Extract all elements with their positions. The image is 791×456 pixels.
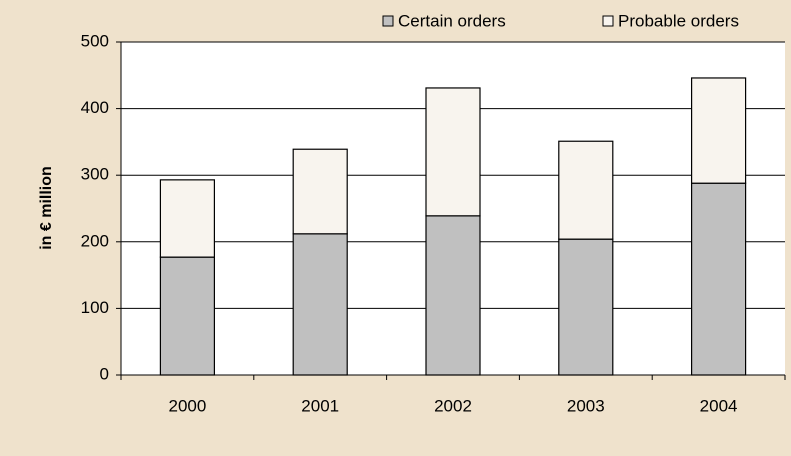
y-tick-label: 300 bbox=[81, 165, 109, 184]
y-tick-label: 500 bbox=[81, 31, 109, 50]
legend-swatch bbox=[602, 15, 614, 27]
x-tick-label: 2002 bbox=[434, 396, 472, 415]
bar-segment bbox=[558, 140, 614, 240]
bar-segment bbox=[292, 148, 348, 235]
x-tick-label: 2003 bbox=[567, 396, 605, 415]
y-tick-label: 0 bbox=[100, 364, 109, 383]
bar-segment bbox=[425, 215, 481, 376]
bar-segment bbox=[425, 87, 481, 217]
bar-segment bbox=[292, 233, 348, 376]
bar-segment bbox=[159, 179, 215, 258]
y-tick-label: 200 bbox=[81, 231, 109, 250]
x-tick-label: 2000 bbox=[168, 396, 206, 415]
legend-swatch bbox=[382, 15, 394, 27]
y-tick-label: 100 bbox=[81, 298, 109, 317]
bar-segment bbox=[690, 182, 747, 376]
x-tick-label: 2004 bbox=[700, 396, 738, 415]
y-tick-label: 400 bbox=[81, 98, 109, 117]
bar-segment bbox=[690, 77, 747, 184]
x-tick-label: 2001 bbox=[301, 396, 339, 415]
legend-label: Probable orders bbox=[618, 11, 739, 30]
bar-segment bbox=[159, 256, 215, 376]
legend-label: Certain orders bbox=[398, 11, 506, 30]
bar-segment bbox=[558, 238, 614, 376]
y-axis-label: in € million bbox=[38, 166, 55, 250]
